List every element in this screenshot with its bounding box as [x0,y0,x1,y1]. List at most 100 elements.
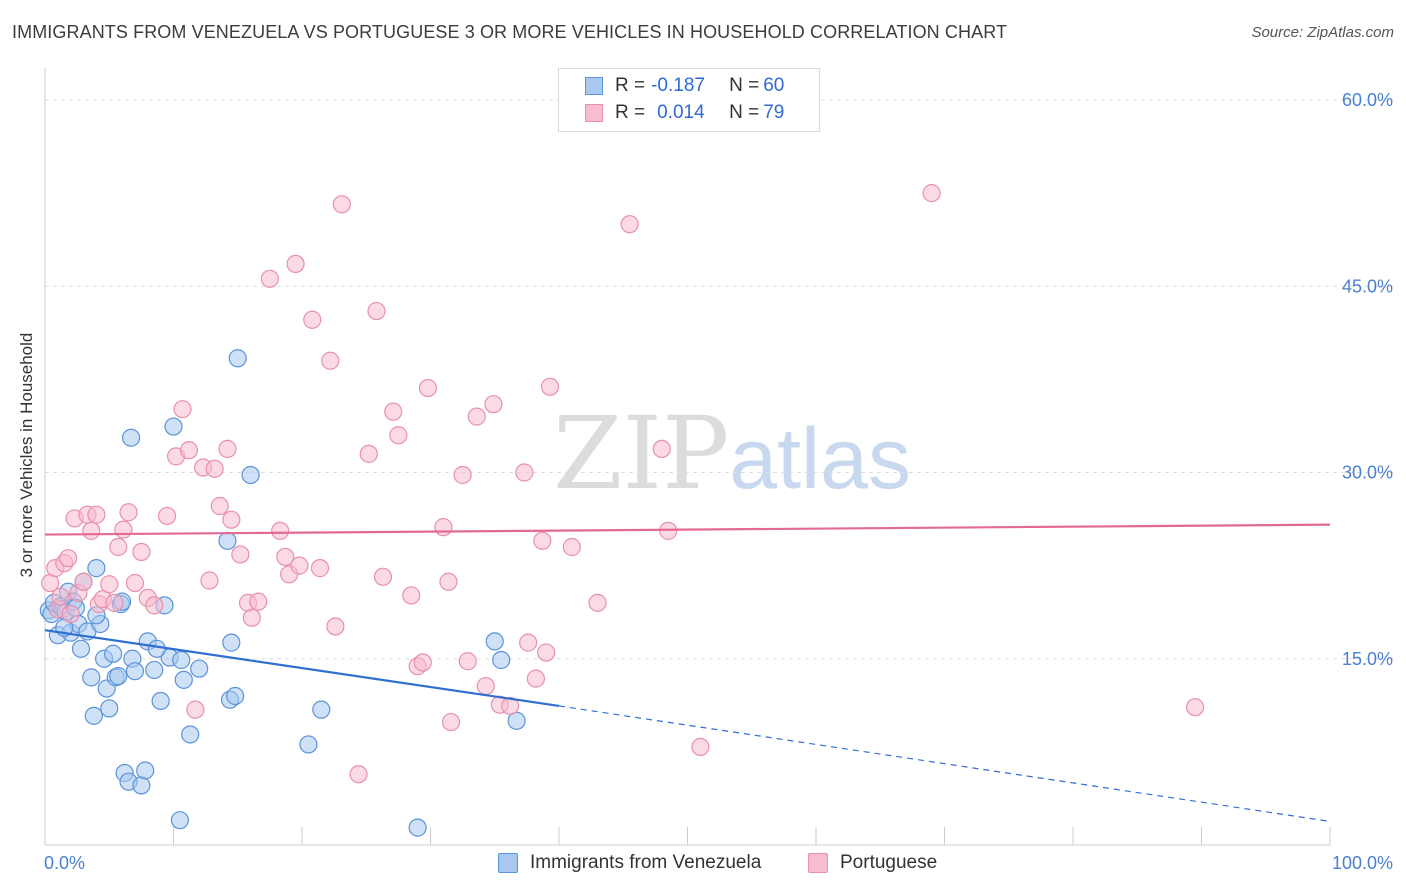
data-point-portuguese [231,545,250,564]
data-point-portuguese [145,596,164,615]
trend-lines [44,523,1331,823]
legend-n-value: 79 [763,102,785,123]
data-point-portuguese [332,195,351,214]
data-point-portuguese [286,254,305,273]
data-point-portuguese [562,537,581,557]
legend-r-value: -0.187 [651,75,705,96]
stats-legend: R = -0.187 N = 60 R = 0.014 N = 79 [558,68,820,132]
data-point-venezuela [164,417,183,436]
data-point-portuguese [321,351,340,370]
data-point-portuguese [303,310,322,329]
data-point-portuguese [59,549,78,568]
data-point-venezuela [151,691,170,711]
data-point-venezuela [87,559,106,578]
data-point-portuguese [349,765,368,784]
data-point-venezuela [228,349,247,368]
data-point-portuguese [439,572,458,591]
data-point-portuguese [467,407,486,426]
data-point-portuguese [119,503,138,522]
series-name-venezuela: Immigrants from Venezuela [530,852,762,873]
y-tick-label: 30.0% [1342,463,1393,483]
data-point-portuguese [373,567,393,586]
legend-n-value: 60 [763,75,785,96]
series-swatch-venezuela [498,853,518,873]
y-tick-label: 45.0% [1342,276,1393,296]
data-point-portuguese [218,439,237,459]
data-point-venezuela [226,686,245,706]
data-point-venezuela [100,699,119,718]
data-point-portuguese [326,617,345,636]
data-point-portuguese [453,465,472,485]
data-point-portuguese [290,556,309,575]
trend-line-extension-venezuela [558,705,1331,823]
data-point-venezuela [82,668,101,687]
data-point-venezuela [170,811,190,830]
x-tick-label-min: 0.0% [44,853,85,873]
data-point-venezuela [190,659,209,678]
data-point-portuguese [271,521,290,540]
data-point-venezuela [181,725,200,744]
series-name-portuguese: Portuguese [840,852,938,873]
data-points [39,184,1205,837]
data-point-venezuela [145,660,164,680]
data-point-portuguese [384,402,403,421]
trend-line-portuguese [44,523,1331,536]
data-point-portuguese [125,573,145,593]
data-point-portuguese [537,643,556,662]
source-credit: Source: ZipAtlas.com [1251,24,1394,41]
y-tick-label: 15.0% [1342,649,1393,669]
data-point-portuguese [402,586,421,605]
data-point-venezuela [218,531,237,550]
legend-n-label: N = [729,75,760,96]
data-point-venezuela [84,706,103,725]
data-point-portuguese [519,633,538,652]
data-point-venezuela [132,776,151,795]
legend-r-label: R = [615,75,646,96]
data-point-portuguese [100,575,119,594]
data-point-portuguese [533,531,552,550]
legend-swatch-portuguese [585,104,603,122]
data-point-venezuela [71,639,91,658]
data-point-portuguese [74,572,93,591]
legend-swatch-venezuela [585,77,603,95]
data-point-portuguese [1185,698,1205,717]
legend-n-label: N = [729,102,760,123]
data-point-venezuela [104,644,123,663]
data-point-portuguese [501,696,520,716]
data-point-portuguese [359,444,378,463]
legend-row-venezuela: R = -0.187 N = 60 [585,73,784,99]
zipatlas-watermark: ZIPatlas [553,395,911,512]
data-point-venezuela [408,818,427,837]
data-point-portuguese [132,542,151,562]
data-point-portuguese [310,559,330,578]
axes [44,68,1331,846]
data-point-portuguese [458,652,477,671]
data-point-portuguese [389,426,408,445]
data-point-venezuela [485,632,504,651]
data-point-venezuela [109,667,128,686]
data-point-portuguese [620,215,639,234]
data-point-portuguese [114,520,133,539]
x-tick-label-max: 100.0% [1332,853,1393,873]
legend-r-label: R = [615,102,646,123]
data-point-portuguese [276,547,295,567]
gridlines [45,99,1395,660]
data-point-portuguese [109,537,128,557]
data-point-portuguese [51,587,70,606]
series-legend-portuguese[interactable]: Portuguese [808,852,937,874]
data-point-portuguese [418,378,438,398]
data-point-portuguese [82,521,101,540]
data-point-portuguese [179,441,199,460]
data-point-portuguese [186,700,205,719]
data-point-portuguese [922,184,941,203]
data-point-portuguese [441,712,461,732]
data-point-portuguese [476,676,495,696]
data-point-portuguese [691,737,710,757]
trend-line-venezuela [44,629,560,708]
series-legend-venezuela[interactable]: Immigrants from Venezuela [498,852,761,874]
data-point-portuguese [526,669,545,688]
data-point-venezuela [241,465,260,485]
data-point-portuguese [61,604,80,624]
data-point-venezuela [136,761,155,780]
